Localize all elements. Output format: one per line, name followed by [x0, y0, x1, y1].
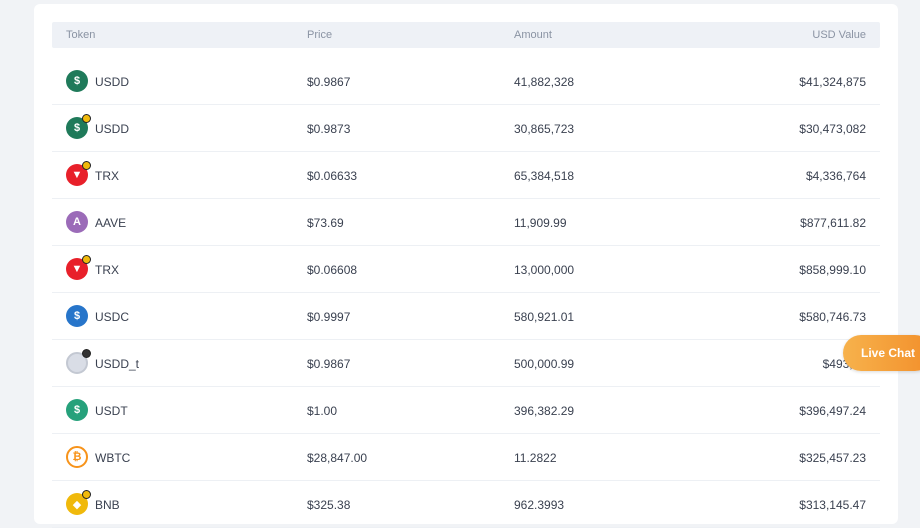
- token-usd-value: $396,497.24: [799, 404, 866, 418]
- chain-badge-icon: [82, 349, 91, 358]
- usdt-icon[interactable]: $: [66, 399, 88, 421]
- token-price: $0.06608: [307, 263, 358, 277]
- token-name[interactable]: USDT: [95, 404, 128, 418]
- token-usd-value: $877,611.82: [800, 216, 866, 230]
- table-row[interactable]: ₿ WBTC $28,847.00 11.2822 $325,457.23: [52, 434, 880, 481]
- token-amount: 65,384,518: [514, 169, 575, 183]
- aave-logo-icon: A: [66, 211, 88, 233]
- token-amount: 962.3993: [514, 498, 565, 512]
- chain-badge-icon: [82, 255, 91, 264]
- token-amount: 11,909.99: [514, 216, 567, 230]
- token-price: $1.00: [307, 404, 338, 418]
- token-usd-value: $30,473,082: [799, 122, 866, 136]
- trx-logo-icon: ▼: [66, 164, 88, 186]
- token-price: $325.38: [307, 498, 351, 512]
- token-name[interactable]: TRX: [95, 263, 119, 277]
- token-name[interactable]: USDD: [95, 75, 130, 89]
- bnb-icon[interactable]: ◆: [66, 490, 91, 515]
- live-chat-button[interactable]: Live Chat: [843, 335, 920, 371]
- usdd-icon[interactable]: $: [66, 70, 88, 92]
- chain-badge-icon: [82, 114, 91, 123]
- token-usd-value: $4,336,764: [805, 169, 866, 183]
- token-name[interactable]: AAVE: [95, 216, 127, 230]
- token-amount: 41,882,328: [514, 75, 575, 89]
- header-usd-value: USD Value: [812, 29, 866, 41]
- token-name[interactable]: WBTC: [95, 451, 131, 465]
- token-usd-value: $313,145.47: [799, 498, 866, 512]
- usdd-logo-icon: $: [66, 117, 88, 139]
- usdd-logo-icon: $: [66, 70, 88, 92]
- token-price: $0.06633: [307, 169, 358, 183]
- trx-icon[interactable]: ▼: [66, 255, 91, 280]
- token-price: $28,847.00: [307, 451, 368, 465]
- token-name[interactable]: USDD: [95, 122, 130, 136]
- table-header: Token Price Amount USD Value: [52, 22, 880, 48]
- table-row[interactable]: ▼ TRX $0.06633 65,384,518 $4,336,764: [52, 152, 880, 199]
- token-price: $0.9873: [307, 122, 351, 136]
- token-holdings-card: Token Price Amount USD Value $ USDD $0.986…: [34, 4, 898, 528]
- usdc-logo-icon: $: [66, 305, 88, 327]
- chain-badge-icon: [82, 161, 91, 170]
- table-row[interactable]: $ USDT $1.00 396,382.29 $396,497.24: [52, 387, 880, 434]
- usdt-logo-icon: $: [66, 399, 88, 421]
- token-amount: 30,865,723: [514, 122, 575, 136]
- usdc-icon[interactable]: $: [66, 305, 88, 327]
- token-amount: 11.2822: [514, 451, 557, 465]
- token-usd-value: $41,324,875: [799, 75, 866, 89]
- token-price: $0.9867: [307, 357, 351, 371]
- table-row[interactable]: ◆ BNB $325.38 962.3993 $313,145.47: [52, 481, 880, 528]
- usdd-t-icon[interactable]: [66, 349, 91, 374]
- token-price: $0.9867: [307, 75, 351, 89]
- table-row[interactable]: A AAVE $73.69 11,909.99 $877,611.82: [52, 199, 880, 246]
- token-usd-value: $325,457.23: [799, 451, 866, 465]
- wbtc-icon[interactable]: ₿: [66, 446, 88, 468]
- usdd-icon[interactable]: $: [66, 114, 91, 139]
- table-row[interactable]: $ USDC $0.9997 580,921.01 $580,746.73: [52, 293, 880, 340]
- trx-logo-icon: ▼: [66, 258, 88, 280]
- header-price: Price: [307, 29, 333, 41]
- header-amount: Amount: [514, 29, 552, 41]
- header-token: Token: [66, 29, 96, 41]
- token-usd-value: $858,999.10: [799, 263, 866, 277]
- token-price: $73.69: [307, 216, 344, 230]
- token-amount: 396,382.29: [514, 404, 575, 418]
- token-price: $0.9997: [307, 310, 351, 324]
- chain-badge-icon: [82, 490, 91, 499]
- token-amount: 580,921.01: [514, 310, 575, 324]
- token-amount: 500,000.99: [514, 357, 575, 371]
- wbtc-logo-icon: ₿: [66, 446, 88, 468]
- token-name[interactable]: TRX: [95, 169, 119, 183]
- token-name[interactable]: USDD_t: [95, 357, 140, 371]
- usdd-t-logo-icon: [66, 352, 88, 374]
- table-row[interactable]: $ USDD $0.9867 41,882,328 $41,324,875: [52, 58, 880, 105]
- token-amount: 13,000,000: [514, 263, 575, 277]
- table-row[interactable]: ▼ TRX $0.06608 13,000,000 $858,999.10: [52, 246, 880, 293]
- token-table-body: $ USDD $0.9867 41,882,328 $41,324,875 $ USDD $0…: [52, 58, 880, 528]
- table-row[interactable]: $ USDD $0.9873 30,865,723 $30,473,082: [52, 105, 880, 152]
- table-row[interactable]: USDD_t $0.9867 500,000.99 $493,34: [52, 340, 880, 387]
- aave-icon[interactable]: A: [66, 211, 88, 233]
- token-usd-value: $580,746.73: [799, 310, 866, 324]
- token-name[interactable]: BNB: [95, 498, 120, 512]
- trx-icon[interactable]: ▼: [66, 161, 91, 186]
- token-name[interactable]: USDC: [95, 310, 130, 324]
